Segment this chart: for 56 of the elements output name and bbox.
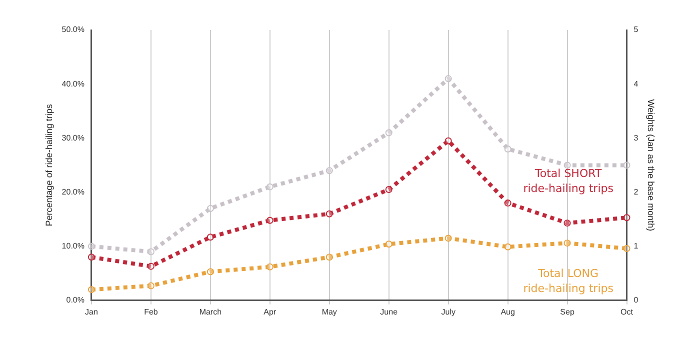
point xyxy=(444,137,452,144)
point xyxy=(206,204,214,212)
y-tick-label: 0.0% xyxy=(66,296,84,305)
point xyxy=(504,243,512,250)
point xyxy=(385,129,392,136)
x-tick-label: June xyxy=(380,307,398,316)
point xyxy=(564,240,571,247)
y-tick-label: 20.0% xyxy=(62,187,84,196)
point xyxy=(444,75,452,82)
x-tick-label: Sep xyxy=(560,307,575,316)
point xyxy=(88,242,95,250)
x-tick-label: July xyxy=(441,307,456,316)
point xyxy=(266,263,274,270)
point xyxy=(88,254,95,261)
point xyxy=(266,216,274,224)
y2-tick-label: 3 xyxy=(634,133,639,142)
y2-tick-label: 2 xyxy=(634,187,639,196)
x-tick-label: Feb xyxy=(144,307,158,316)
y-tick-label: 10.0% xyxy=(62,242,84,251)
y-tick-label: 40.0% xyxy=(62,79,84,88)
y2-tick-label: 4 xyxy=(634,79,639,88)
point xyxy=(266,183,274,190)
point xyxy=(385,186,392,194)
point xyxy=(564,220,571,227)
x-tick-label: Jan xyxy=(85,307,98,316)
point xyxy=(206,268,214,276)
point xyxy=(147,282,154,290)
x-tick-label: Aug xyxy=(500,307,515,316)
series-label: Total SHORT ride-hailing trips xyxy=(523,167,614,196)
y2-axis-title: Weights (Jan as the base month) xyxy=(646,99,656,232)
y2-tick-label: 0 xyxy=(634,296,639,305)
point xyxy=(147,248,154,256)
point xyxy=(326,167,333,174)
y-tick-label: 30.0% xyxy=(62,133,84,142)
x-tick-label: Apr xyxy=(264,307,276,316)
point xyxy=(326,210,333,218)
point xyxy=(444,234,452,242)
point xyxy=(623,214,630,222)
y2-tick-label: 1 xyxy=(634,242,639,251)
x-tick-label: May xyxy=(322,307,337,316)
series-label: Total LONG ride-hailing trips xyxy=(523,267,614,296)
point xyxy=(147,262,154,270)
point xyxy=(623,162,630,169)
point xyxy=(504,200,512,207)
y-tick-label: 50.0% xyxy=(62,25,84,34)
point xyxy=(206,234,214,241)
y-axis-title: Percentage of ride-hailing trips xyxy=(44,104,54,226)
x-tick-label: Oct xyxy=(620,307,634,316)
y2-tick-label: 5 xyxy=(634,25,639,34)
point xyxy=(88,286,95,294)
x-tick-label: March xyxy=(199,307,222,316)
point xyxy=(623,244,630,252)
point xyxy=(504,145,512,152)
point xyxy=(326,254,333,261)
point xyxy=(564,162,571,169)
point xyxy=(385,240,392,248)
